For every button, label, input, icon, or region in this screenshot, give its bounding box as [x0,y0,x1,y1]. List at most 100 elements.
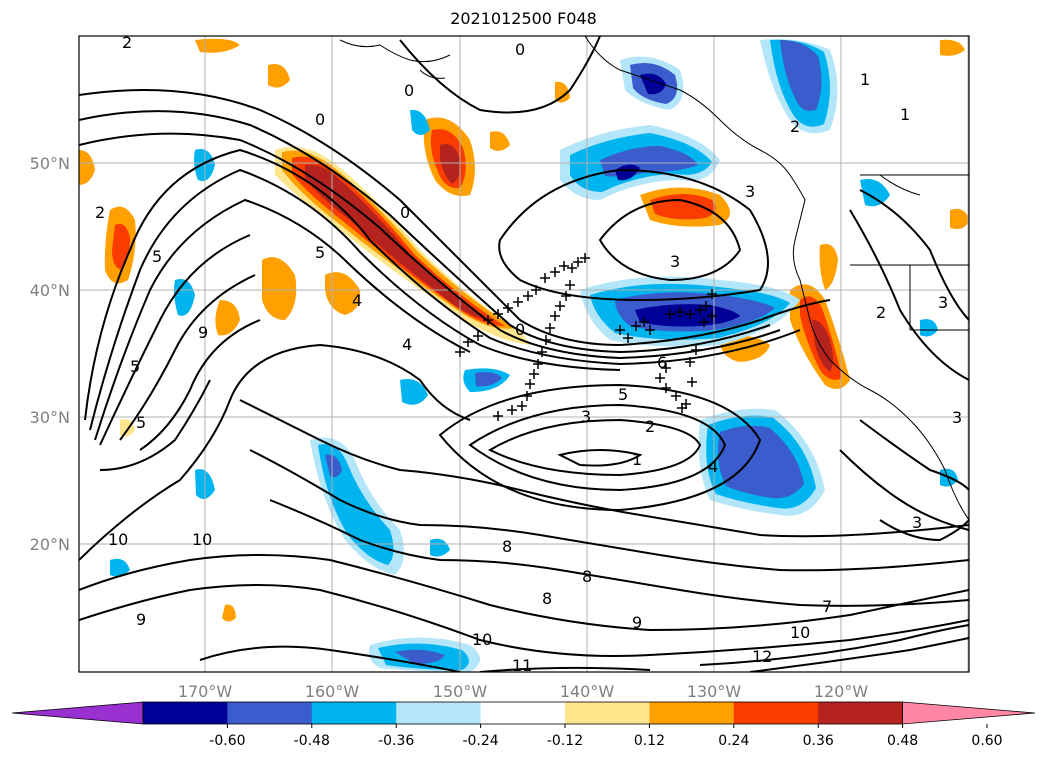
plus-marker [661,363,671,373]
contour-label: 8 [582,567,592,586]
colorbar-tick-label: -0.60 [209,733,245,749]
contour-label: 3 [745,182,755,201]
contour-label: 5 [130,357,140,376]
contour-label: 9 [136,610,146,629]
plus-marker [493,411,503,421]
plus-marker [545,323,555,333]
colorbar-tick-label: -0.48 [294,733,330,749]
colorbar-tick-label: -0.24 [462,733,498,749]
plus-marker [503,303,513,313]
contour-label-group: 2 0 0 0 1 2 2 5 5 4 4 9 0 0 3 3 6 5 3 2 … [95,33,962,675]
map-title: 2021012500 F048 [450,9,597,28]
plus-marker [533,359,543,369]
plus-marker [701,301,711,311]
colorbar-tick-label: 0.24 [718,733,749,749]
lon-label: 130°W [687,682,742,701]
contour-label: 10 [790,623,810,642]
contour-label: 0 [515,320,525,339]
plus-marker [493,309,503,319]
plus-marker [677,403,687,413]
contour-label: 3 [670,252,680,271]
colorbar: -0.60 -0.48 -0.36 -0.24 -0.12 0.12 0.24 0.36 0.4… [11,701,1036,749]
plus-marker [541,335,551,345]
contour-label: 0 [400,203,410,222]
lon-label: 150°W [433,682,488,701]
contour-label: 7 [822,597,832,616]
contour-label: 3 [912,513,922,532]
contour-label: 3 [938,293,948,312]
colorbar-segment [143,702,228,724]
contour-label: 5 [152,247,162,266]
plus-marker [463,337,473,347]
lon-label: 120°W [814,682,869,701]
lat-label: 30°N [30,408,70,427]
colorbar-tick-label: -0.36 [378,733,414,749]
plus-marker [565,280,575,290]
plus-marker [559,261,569,271]
colorbar-segment [227,702,313,724]
plus-marker [522,391,532,401]
contour-label: 10 [192,530,212,549]
plus-marker [531,285,541,295]
contour-label: 12 [752,647,772,666]
lat-label: 20°N [30,535,70,554]
contour-label: 0 [515,40,525,59]
plus-marker [455,347,465,357]
coastlines [339,36,969,521]
colorbar-segment [733,702,819,724]
contour-label: 8 [542,589,552,608]
plus-marker [685,357,695,367]
contour-label: 3 [952,408,962,427]
contour-label: 0 [315,110,325,129]
contour-label: 11 [512,656,532,675]
contour-label: 5 [618,385,628,404]
contour-label: 5 [315,243,325,262]
colorbar-tick-label: 0.60 [971,733,1002,749]
plus-marker [555,301,565,311]
contour-label: 1 [900,105,910,124]
colorbar-segment [649,702,735,724]
plus-marker [540,273,550,283]
plus-marker [687,377,697,387]
plus-marker [623,333,633,343]
colorbar-outline [142,701,903,725]
lat-label: 50°N [30,154,70,173]
plus-marker [517,401,527,411]
colorbar-segment [565,702,650,724]
plus-marker [675,307,685,317]
lon-label: 140°W [560,682,615,701]
plus-marker [707,311,717,321]
contour-label: 0 [404,81,414,100]
plus-marker [550,267,560,277]
plus-marker [537,347,547,357]
plus-marker [523,291,533,301]
colorbar-tick-label: 0.36 [803,733,834,749]
plus-marker [631,321,641,331]
contour-label: 9 [198,323,208,342]
plus-marker [707,289,717,299]
plus-marker [529,369,539,379]
colorbar-extend-min [11,701,144,725]
plus-marker [525,379,535,389]
plus-marker [573,257,583,267]
plus-marker [645,325,655,335]
plus-marker [639,317,649,327]
plus-marker [695,305,705,315]
plus-marker [671,391,681,401]
plus-marker [691,345,701,355]
colorbar-tick-label: -0.12 [547,733,583,749]
contour-label: 9 [632,613,642,632]
contour-label: 3 [581,407,591,426]
plus-marker [473,331,483,341]
colorbar-tick-label: 0.48 [887,733,918,749]
plus-marker [661,383,671,393]
colorbar-segment [396,702,482,724]
plus-marker [580,253,590,263]
lon-label: 170°W [178,682,233,701]
contour-label: 2 [790,117,800,136]
contour-label: 4 [402,335,412,354]
plus-marker [615,325,625,335]
contour-label: 2 [122,33,132,52]
plus-marker [699,317,709,327]
